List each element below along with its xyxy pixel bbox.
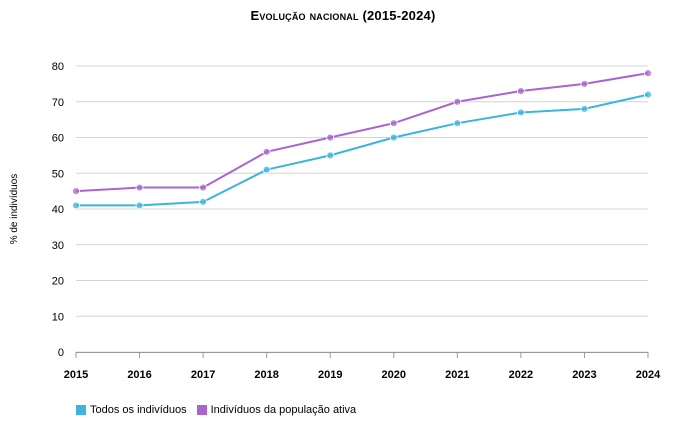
data-point-s0-2015 <box>72 201 80 210</box>
series-line-0 <box>76 93 649 207</box>
legend: Todos os indivíduos Indivíduos da popula… <box>76 404 366 416</box>
data-point-s1-2017 <box>199 183 208 192</box>
y-tick-label-50: 50 <box>52 168 64 180</box>
x-tick-label-2018: 2018 <box>254 369 278 381</box>
data-point-s1-2015 <box>72 187 80 196</box>
legend-swatch-ativa <box>196 405 207 415</box>
x-tick-label-2020: 2020 <box>382 369 406 381</box>
x-tick-label-2024: 2024 <box>636 369 661 381</box>
data-point-s1-2020 <box>389 119 398 128</box>
x-tick-label-2023: 2023 <box>572 369 596 381</box>
legend-label-ativa: Indivíduos da população ativa <box>210 404 357 416</box>
y-tick-label-20: 20 <box>52 276 64 288</box>
x-tick-label-2016: 2016 <box>127 369 151 381</box>
data-point-s0-2021 <box>453 119 462 128</box>
data-point-s1-2021 <box>453 97 462 106</box>
legend-item-todos[interactable]: Todos os indivíduos <box>76 404 187 416</box>
series-line-1 <box>75 72 649 193</box>
y-tick-label-40: 40 <box>52 204 64 216</box>
data-point-s0-2017 <box>199 197 208 206</box>
x-tick-label-2022: 2022 <box>509 369 533 381</box>
chart-title: Evolução nacional (2015-2024) <box>250 8 436 23</box>
y-tick-label-80: 80 <box>52 61 64 73</box>
x-tick-label-2019: 2019 <box>318 369 342 381</box>
data-point-s0-2016 <box>135 201 144 210</box>
legend-swatch-todos <box>76 405 86 415</box>
data-point-s1-2022 <box>516 87 525 95</box>
x-tick-label-2015: 2015 <box>64 369 88 381</box>
data-point-s0-2024 <box>644 90 652 99</box>
legend-item-ativa[interactable]: Indivíduos da população ativa <box>196 404 357 416</box>
data-point-s0-2020 <box>389 133 398 142</box>
data-point-s1-2016 <box>135 183 144 192</box>
legend-label-todos: Todos os indivíduos <box>90 404 187 416</box>
data-point-s0-2019 <box>326 151 335 160</box>
data-point-s1-2018 <box>262 147 271 156</box>
data-point-s0-2023 <box>580 105 589 113</box>
x-tick-label-2021: 2021 <box>445 369 469 381</box>
y-tick-label-70: 70 <box>52 97 64 109</box>
data-point-s1-2024 <box>644 69 652 78</box>
y-axis-label: % de indivíduos <box>9 174 20 245</box>
data-point-s0-2022 <box>516 108 525 117</box>
x-tick-label-2017: 2017 <box>191 369 215 381</box>
y-tick-label-60: 60 <box>52 133 64 145</box>
data-point-s1-2023 <box>580 79 589 88</box>
y-tick-label-0: 0 <box>58 347 64 359</box>
data-point-s0-2018 <box>262 165 271 174</box>
y-tick-label-10: 10 <box>52 311 64 323</box>
y-tick-label-30: 30 <box>52 240 64 252</box>
data-point-s1-2019 <box>326 133 335 142</box>
